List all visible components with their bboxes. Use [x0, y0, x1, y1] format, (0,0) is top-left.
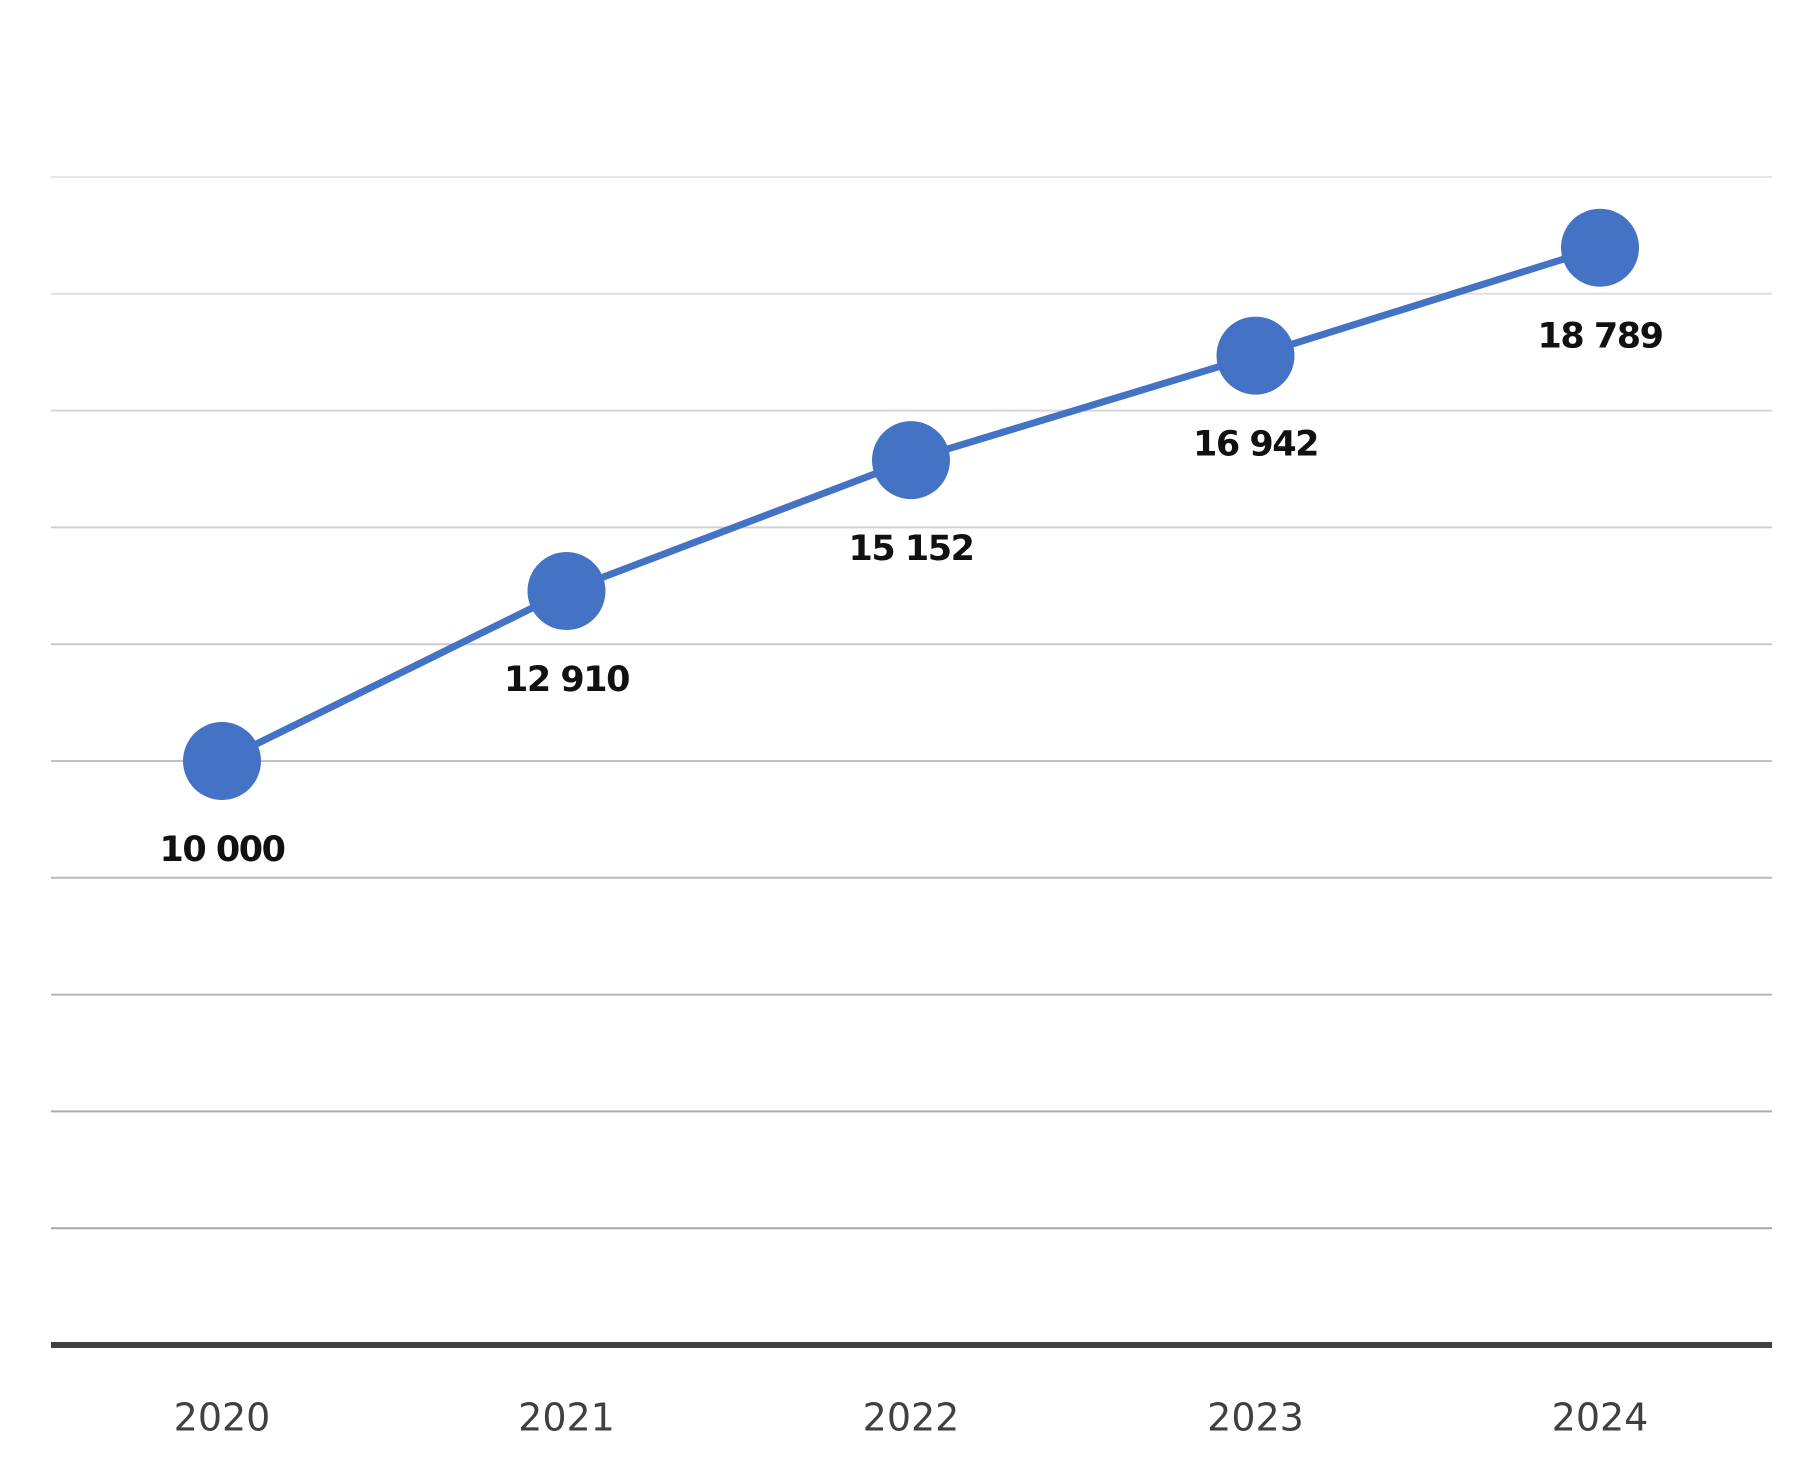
x-tick-label: 2022: [863, 1396, 960, 1440]
gridlines: [51, 176, 1772, 1230]
series-group: [183, 208, 1639, 800]
data-label: 16 942: [1193, 425, 1318, 465]
data-point: [1216, 316, 1295, 395]
data-point: [872, 421, 950, 500]
data-point: [183, 722, 261, 800]
x-tick-label: 2024: [1552, 1396, 1649, 1440]
x-tick-label: 2021: [518, 1396, 615, 1440]
data-label: 12 910: [504, 660, 629, 700]
x-tick-labels: 2020 2021 2022 2023 2024: [174, 1396, 1649, 1440]
data-label: 18 789: [1538, 317, 1663, 357]
x-tick-label: 2023: [1207, 1396, 1304, 1440]
data-point: [1561, 208, 1639, 287]
series-line: [218, 244, 1604, 765]
x-tick-label: 2020: [174, 1396, 271, 1440]
data-label: 10 000: [160, 830, 285, 870]
data-labels: 10 000 12 910 15 152 16 942 18 789: [160, 317, 1665, 870]
data-label: 15 152: [849, 529, 974, 569]
data-point: [527, 552, 606, 631]
